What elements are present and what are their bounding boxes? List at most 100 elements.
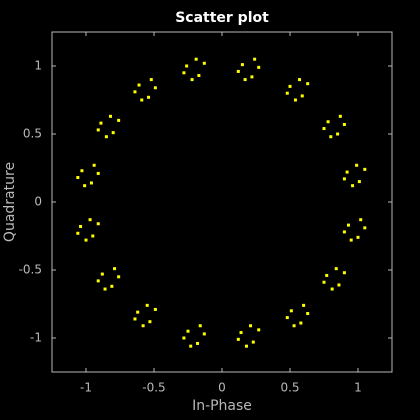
point xyxy=(202,332,206,336)
point xyxy=(355,163,359,167)
point xyxy=(153,86,157,90)
point xyxy=(306,312,310,316)
point xyxy=(293,98,297,102)
point xyxy=(137,83,141,87)
point xyxy=(298,78,302,82)
point xyxy=(236,69,240,73)
point xyxy=(322,127,326,131)
point xyxy=(198,324,202,328)
x-tick-label: 0.5 xyxy=(280,381,299,395)
point xyxy=(89,181,93,185)
y-tick-label: -1 xyxy=(30,331,42,345)
point xyxy=(79,224,83,228)
point xyxy=(113,267,117,271)
point xyxy=(250,75,254,79)
point xyxy=(322,280,326,284)
point xyxy=(342,122,346,126)
point xyxy=(96,128,100,132)
x-tick-label: 1 xyxy=(354,381,362,395)
point xyxy=(239,331,243,335)
point xyxy=(330,287,334,291)
point xyxy=(306,82,310,86)
point xyxy=(351,184,355,188)
point xyxy=(148,320,152,324)
y-axis-label: Quadrature xyxy=(2,162,18,242)
point xyxy=(186,329,190,333)
point xyxy=(345,170,349,174)
point xyxy=(356,235,360,239)
point xyxy=(257,65,261,69)
point xyxy=(197,74,201,78)
point xyxy=(189,344,193,348)
point xyxy=(357,180,361,184)
point xyxy=(359,218,363,222)
x-tick-label: 0 xyxy=(218,381,226,395)
point xyxy=(349,238,353,242)
point xyxy=(363,167,367,171)
point xyxy=(257,328,261,332)
x-tick-label: -0.5 xyxy=(142,381,165,395)
point xyxy=(202,61,206,65)
point xyxy=(249,324,253,328)
point xyxy=(185,64,189,68)
point xyxy=(182,71,186,75)
point xyxy=(76,231,80,235)
point xyxy=(342,271,346,275)
chart-title: Scatter plot xyxy=(175,10,269,26)
point xyxy=(96,222,100,226)
point xyxy=(196,341,200,345)
point xyxy=(153,307,157,311)
point xyxy=(76,176,80,180)
point xyxy=(342,230,346,234)
point xyxy=(292,324,296,328)
point xyxy=(194,57,198,61)
point xyxy=(117,275,121,279)
point xyxy=(182,336,186,340)
point xyxy=(302,303,306,307)
point xyxy=(117,118,121,122)
point xyxy=(334,267,338,271)
y-tick-label: 0 xyxy=(34,195,42,209)
point xyxy=(83,184,87,188)
point xyxy=(236,337,240,341)
point xyxy=(338,114,342,118)
point xyxy=(243,78,247,82)
point xyxy=(244,344,248,348)
point xyxy=(99,121,103,125)
point xyxy=(110,284,114,288)
point xyxy=(253,57,257,61)
point xyxy=(342,177,346,181)
point xyxy=(92,163,96,167)
point xyxy=(289,309,293,313)
point xyxy=(240,63,244,67)
point xyxy=(133,317,137,321)
point xyxy=(91,234,95,238)
point xyxy=(111,131,115,135)
point xyxy=(140,98,144,102)
point xyxy=(325,273,329,277)
point xyxy=(136,310,140,314)
point xyxy=(141,324,145,328)
point xyxy=(145,303,149,307)
point xyxy=(104,135,108,139)
point xyxy=(285,316,289,320)
point xyxy=(337,283,341,287)
point xyxy=(133,90,137,94)
point xyxy=(108,114,112,118)
point xyxy=(80,169,84,173)
point xyxy=(363,226,367,230)
axes-box xyxy=(51,31,393,373)
point xyxy=(285,91,289,95)
y-tick-label: 1 xyxy=(34,59,42,73)
point xyxy=(288,84,292,88)
point xyxy=(300,94,304,98)
x-tick-label: -1 xyxy=(80,381,92,395)
point xyxy=(326,120,330,124)
y-tick-label: 0.5 xyxy=(23,127,42,141)
point xyxy=(149,78,153,82)
point xyxy=(336,132,340,136)
point xyxy=(96,171,100,175)
